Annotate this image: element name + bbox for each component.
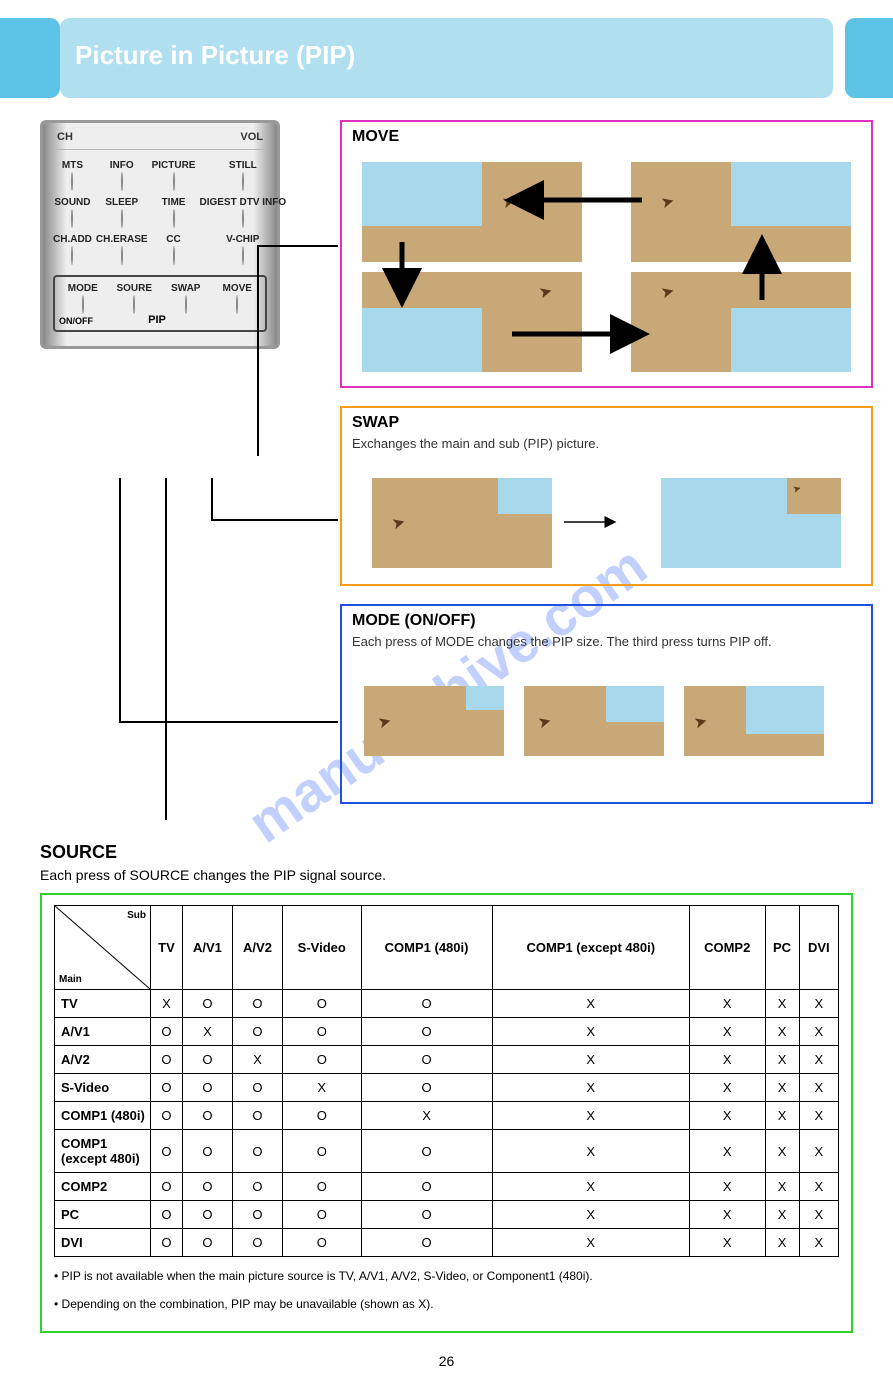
banner-left-accent [0, 18, 60, 98]
swap-after: ➤ [661, 478, 841, 568]
remote-btn-picture[interactable]: PICTURE [152, 160, 196, 191]
remote-button-grid: MTSINFOPICTURESTILLSOUNDSLEEPTIMEDIGEST … [53, 160, 267, 265]
mode-panel: MODE (ON/OFF) Each press of MODE changes… [340, 604, 873, 804]
move-screen-tl: ➤ [362, 162, 582, 262]
remote-ch-label: CH [57, 131, 73, 143]
remote-vol-label: VOL [240, 131, 263, 143]
move-screen-tr: ➤ [631, 162, 851, 262]
mode-size-small: ➤ [364, 686, 504, 756]
mode-panel-desc: Each press of MODE changes the PIP size.… [352, 634, 772, 649]
page-title: Picture in Picture (PIP) [75, 40, 355, 71]
page-header: Picture in Picture (PIP) [0, 18, 893, 108]
panels-column: MOVE ➤ ➤ ➤ ➤ [340, 120, 873, 822]
move-panel-title: MOVE [352, 128, 399, 146]
mode-panel-title: MODE (ON/OFF) [352, 612, 476, 630]
remote-btn-ch-erase[interactable]: CH.ERASE [96, 234, 148, 265]
swap-panel-title: SWAP [352, 414, 399, 432]
remote-btn-v-chip[interactable]: V-CHIP [199, 234, 286, 265]
pip-btn-move[interactable]: MOVE [214, 283, 262, 314]
table-note-1: • PIP is not available when the main pic… [54, 1267, 839, 1285]
pip-compat-table: MainSubTVA/V1A/V2S-VideoCOMP1 (480i)COMP… [40, 893, 853, 1333]
source-title: SOURCE [40, 842, 853, 863]
remote-btn-cc[interactable]: CC [152, 234, 196, 265]
remote-control: CH VOL MTSINFOPICTURESTILLSOUNDSLEEPTIME… [40, 120, 280, 349]
banner-right-accent [845, 18, 893, 98]
remote-btn-info[interactable]: INFO [96, 160, 148, 191]
swap-before: ➤ [372, 478, 552, 568]
remote-btn-digest-dtv-info[interactable]: DIGEST DTV INFO [199, 197, 286, 228]
pip-group-label: PIP [93, 314, 221, 326]
swap-panel: SWAP Exchanges the main and sub (PIP) pi… [340, 406, 873, 586]
move-panel: MOVE ➤ ➤ ➤ ➤ [340, 120, 873, 388]
remote-btn-still[interactable]: STILL [199, 160, 286, 191]
remote-btn-sound[interactable]: SOUND [53, 197, 92, 228]
pip-btn-mode[interactable]: MODE [59, 283, 107, 314]
pip-onoff-label: ON/OFF [59, 316, 93, 326]
pip-button-group: MODESOURESWAPMOVE ON/OFF PIP [53, 275, 267, 332]
move-screen-br: ➤ [631, 272, 851, 372]
swap-panel-desc: Exchanges the main and sub (PIP) picture… [352, 436, 599, 451]
table-note-2: • Depending on the combination, PIP may … [54, 1295, 839, 1313]
source-desc: Each press of SOURCE changes the PIP sig… [40, 867, 853, 883]
pip-btn-swap[interactable]: SWAP [162, 283, 210, 314]
page-number: 26 [0, 1353, 893, 1369]
remote-btn-sleep[interactable]: SLEEP [96, 197, 148, 228]
mode-size-medium: ➤ [524, 686, 664, 756]
remote-btn-time[interactable]: TIME [152, 197, 196, 228]
pip-btn-soure[interactable]: SOURE [111, 283, 159, 314]
remote-btn-mts[interactable]: MTS [53, 160, 92, 191]
remote-column: CH VOL MTSINFOPICTURESTILLSOUNDSLEEPTIME… [40, 120, 340, 349]
move-screen-bl: ➤ [362, 272, 582, 372]
source-section: SOURCE Each press of SOURCE changes the … [40, 842, 853, 883]
remote-btn-ch-add[interactable]: CH.ADD [53, 234, 92, 265]
mode-size-large: ➤ [684, 686, 824, 756]
